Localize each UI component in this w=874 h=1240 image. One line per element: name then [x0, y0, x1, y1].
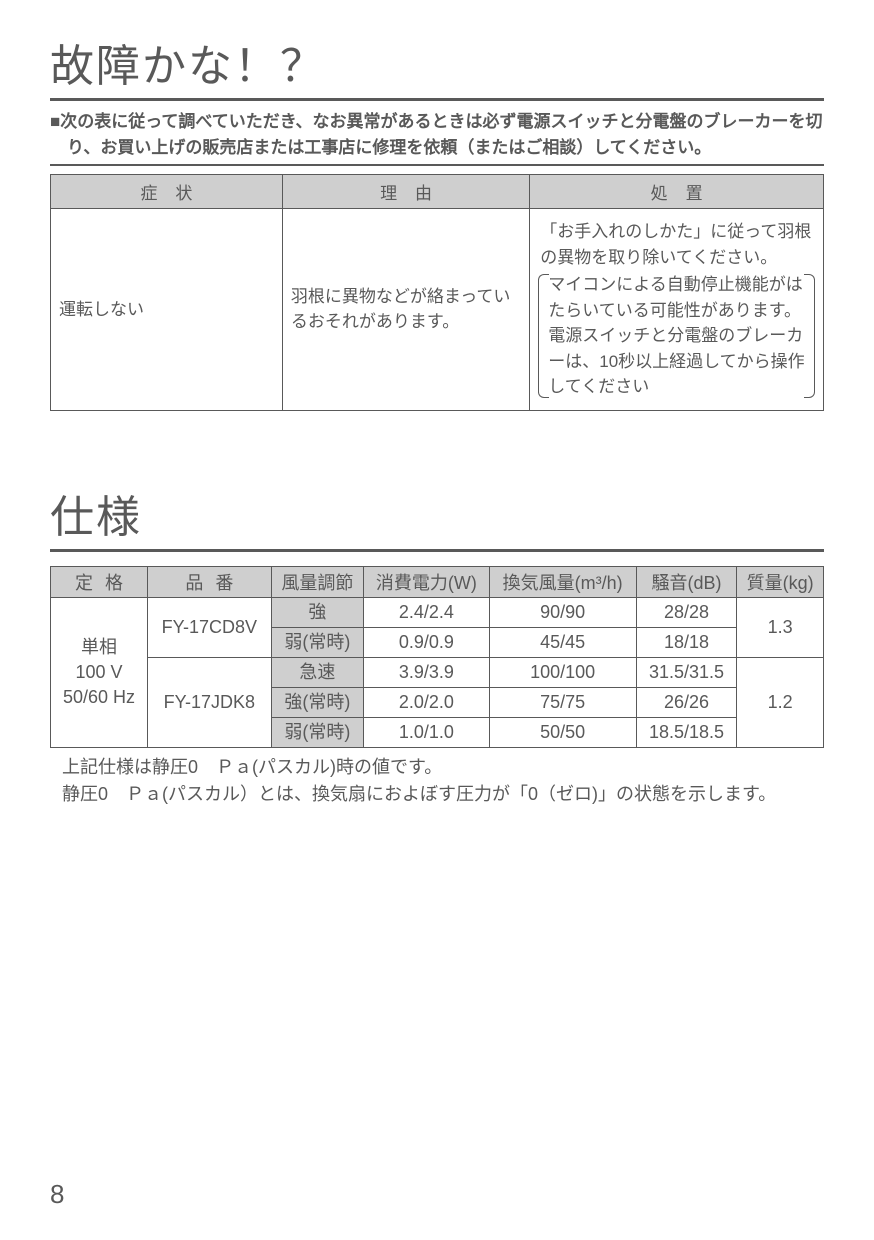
th-symptom: 症状 — [51, 175, 283, 209]
cell-noise: 18/18 — [636, 627, 736, 657]
cell-mode: 急速 — [271, 657, 363, 687]
spec-notes: 上記仕様は静圧0 Ｐａ(パスカル)時の値です。 静圧0 Ｐａ(パスカル）とは、換… — [50, 754, 824, 808]
cell-rating: 単相 100 V 50/60 Hz — [51, 597, 148, 748]
remedy-line-1: 「お手入れのしかた」に従って羽根の異物を取り除いてください。 — [540, 219, 813, 270]
cell-noise: 31.5/31.5 — [636, 657, 736, 687]
cell-vent: 100/100 — [489, 657, 636, 687]
th-vent: 換気風量(m³/h) — [489, 566, 636, 597]
intro-text: ■次の表に従って調べていただき、なお異常があるときは必ず電源スイッチと分電盤のブ… — [50, 109, 824, 166]
troubleshoot-title: 故障かな！？ — [50, 30, 824, 101]
cell-mass: 1.3 — [737, 597, 824, 657]
cell-model: FY-17CD8V — [148, 597, 272, 657]
cell-power: 1.0/1.0 — [364, 718, 489, 748]
cell-mode: 強 — [271, 597, 363, 627]
th-remedy: 処置 — [530, 175, 824, 209]
cell-power: 2.0/2.0 — [364, 688, 489, 718]
th-mode: 風量調節 — [271, 566, 363, 597]
cell-symptom: 運転しない — [51, 209, 283, 411]
note-line-2: 静圧0 Ｐａ(パスカル）とは、換気扇におよぼす圧力が「0（ゼロ)」の状態を示しま… — [62, 781, 824, 808]
spec-table: 定格 品番 風量調節 消費電力(W) 換気風量(m³/h) 騒音(dB) 質量(… — [50, 566, 824, 749]
rating-line: 単相 — [81, 637, 117, 657]
cell-mode: 強(常時) — [271, 688, 363, 718]
table-row: 運転しない 羽根に異物などが絡まっているおそれがあります。 「お手入れのしかた」… — [51, 209, 824, 411]
cell-noise: 18.5/18.5 — [636, 718, 736, 748]
spec-title: 仕様 — [50, 481, 824, 552]
th-mass: 質量(kg) — [737, 566, 824, 597]
cell-mass: 1.2 — [737, 657, 824, 748]
remedy-bracketed: マイコンによる自動停止機能がはたらいている可能性があります。電源スイッチと分電盤… — [540, 272, 813, 400]
cell-power: 2.4/2.4 — [364, 597, 489, 627]
cell-noise: 28/28 — [636, 597, 736, 627]
th-rating: 定格 — [51, 566, 148, 597]
page-number: 8 — [50, 1179, 64, 1210]
th-reason: 理由 — [282, 175, 529, 209]
rating-line: 100 V — [75, 662, 122, 682]
cell-noise: 26/26 — [636, 688, 736, 718]
rating-line: 50/60 Hz — [63, 687, 135, 707]
cell-vent: 50/50 — [489, 718, 636, 748]
th-model: 品番 — [148, 566, 272, 597]
th-noise: 騒音(dB) — [636, 566, 736, 597]
cell-mode: 弱(常時) — [271, 718, 363, 748]
cell-power: 3.9/3.9 — [364, 657, 489, 687]
cell-model: FY-17JDK8 — [148, 657, 272, 748]
cell-vent: 75/75 — [489, 688, 636, 718]
cell-reason: 羽根に異物などが絡まっているおそれがあります。 — [282, 209, 529, 411]
troubleshoot-table: 症状 理由 処置 運転しない 羽根に異物などが絡まっているおそれがあります。 「… — [50, 174, 824, 411]
table-row: FY-17JDK8 急速 3.9/3.9 100/100 31.5/31.5 1… — [51, 657, 824, 687]
cell-vent: 45/45 — [489, 627, 636, 657]
cell-mode: 弱(常時) — [271, 627, 363, 657]
cell-vent: 90/90 — [489, 597, 636, 627]
th-power: 消費電力(W) — [364, 566, 489, 597]
table-row: 単相 100 V 50/60 Hz FY-17CD8V 強 2.4/2.4 90… — [51, 597, 824, 627]
note-line-1: 上記仕様は静圧0 Ｐａ(パスカル)時の値です。 — [62, 754, 824, 781]
cell-power: 0.9/0.9 — [364, 627, 489, 657]
cell-remedy: 「お手入れのしかた」に従って羽根の異物を取り除いてください。 マイコンによる自動… — [530, 209, 824, 411]
